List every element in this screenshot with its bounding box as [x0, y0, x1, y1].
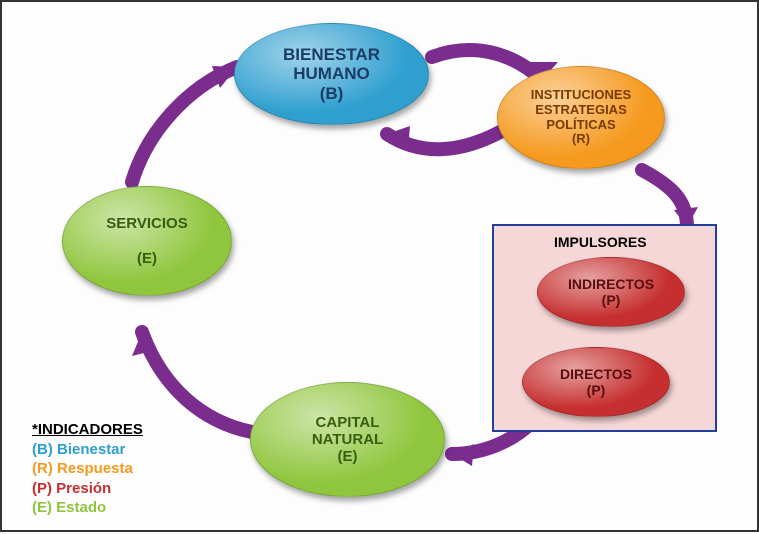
- node-bienestar: BIENESTARHUMANO(B): [234, 23, 429, 125]
- legend-item-r: (R) Respuesta: [32, 459, 143, 479]
- arrow-instituciones-to-bienestar: [387, 132, 500, 149]
- node-directos: DIRECTOS(P): [522, 347, 670, 417]
- node-capital: CAPITALNATURAL(E): [250, 382, 445, 497]
- arrow-capital-to-servicios: [142, 332, 252, 432]
- legend-item-e: (E) Estado: [32, 498, 143, 518]
- node-instituciones: INSTITUCIONESESTRATEGIASPOLÍTICAS(R): [497, 66, 665, 169]
- arrowhead-capital-to-servicios: [132, 332, 156, 356]
- diagram-frame: { "type": "cycle-diagram", "canvas": { "…: [0, 0, 759, 532]
- arrow-instituciones-to-impulsores: [642, 170, 687, 227]
- arrow-bienestar-to-instituciones: [432, 50, 542, 80]
- arrowhead-instituciones-to-bienestar: [387, 126, 410, 150]
- node-servicios: SERVICIOS (E): [62, 186, 232, 296]
- legend: *INDICADORES (B) Bienestar (R) Respuesta…: [32, 420, 143, 518]
- legend-item-p: (P) Presión: [32, 479, 143, 499]
- node-indirectos: INDIRECTOS(P): [537, 257, 685, 327]
- impulsores-title: IMPULSORES: [554, 234, 647, 250]
- legend-item-b: (B) Bienestar: [32, 440, 143, 460]
- arrow-servicios-to-bienestar: [132, 67, 237, 182]
- arrowhead-impulsores-to-capital: [452, 444, 474, 466]
- legend-title: *INDICADORES: [32, 420, 143, 440]
